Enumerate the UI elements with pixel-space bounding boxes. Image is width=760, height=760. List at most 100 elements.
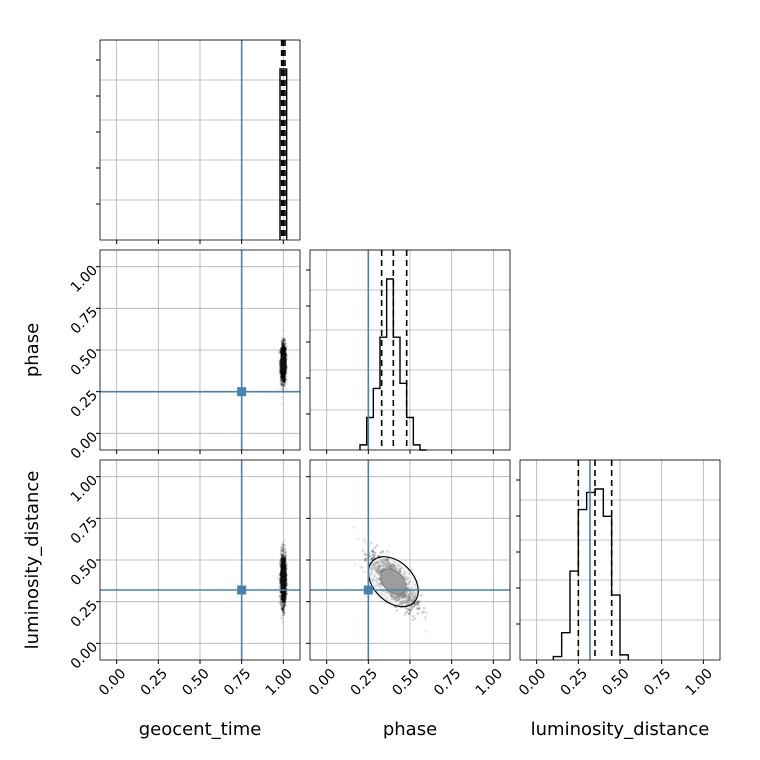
- grid: [326, 250, 494, 450]
- sample-point: [417, 607, 420, 611]
- sample-point: [281, 376, 285, 380]
- sample-point: [409, 609, 413, 612]
- sample-point: [281, 351, 285, 355]
- sample-point: [279, 573, 282, 576]
- sample-point: [281, 329, 284, 332]
- sample-point: [280, 546, 283, 550]
- sample-point: [282, 338, 286, 341]
- sample-point: [282, 375, 286, 378]
- sample-point: [284, 561, 287, 564]
- sample-point: [282, 346, 286, 350]
- sample-point: [280, 353, 284, 357]
- sample-point: [283, 372, 286, 376]
- sample-point: [285, 562, 289, 566]
- sample-point: [281, 566, 284, 569]
- sample-point: [282, 565, 286, 568]
- sample-point: [280, 590, 283, 593]
- sample-point: [416, 612, 420, 615]
- sample-point: [282, 371, 285, 375]
- sample-point: [284, 353, 287, 356]
- sample-point: [281, 562, 284, 566]
- sample-point: [283, 599, 286, 602]
- sample-point: [282, 350, 285, 354]
- sample-point: [280, 346, 283, 350]
- sample-point: [279, 601, 282, 605]
- sample-point: [282, 345, 285, 349]
- sample-point: [281, 599, 285, 602]
- sample-point: [282, 376, 285, 380]
- sample-point: [282, 565, 286, 568]
- x-tick-label: 0.25: [138, 666, 171, 699]
- sample-point: [371, 553, 375, 557]
- sample-point: [280, 604, 283, 607]
- sample-point: [281, 351, 285, 354]
- sample-point: [281, 374, 285, 377]
- sample-point: [283, 565, 287, 568]
- sample-point: [283, 339, 286, 342]
- sample-point: [285, 364, 289, 368]
- sample-point: [281, 372, 284, 376]
- sample-point: [284, 597, 288, 600]
- sample-point: [284, 351, 287, 355]
- sample-point: [282, 604, 286, 607]
- sample-point: [280, 551, 283, 554]
- sample-point: [280, 340, 283, 343]
- sample-point: [281, 345, 285, 349]
- sample-point: [282, 562, 286, 565]
- sample-point: [282, 591, 285, 594]
- sample-point: [415, 603, 418, 606]
- sample-point: [280, 350, 283, 354]
- sample-point: [283, 601, 286, 604]
- sample-point: [283, 353, 286, 356]
- hist-panel-geocent_time: [96, 39, 301, 241]
- sample-point: [279, 595, 282, 598]
- sample-point: [283, 378, 286, 382]
- sample-point: [282, 593, 285, 597]
- sample-point: [282, 373, 285, 376]
- sample-point: [281, 350, 284, 353]
- sample-point: [381, 550, 385, 553]
- sample-point: [286, 354, 289, 357]
- sample-point: [284, 353, 288, 357]
- sample-point: [279, 350, 283, 353]
- sample-point: [283, 379, 287, 383]
- sample-point: [280, 560, 283, 564]
- sample-point: [282, 610, 285, 613]
- sample-point: [284, 551, 287, 555]
- sample-point: [281, 593, 284, 597]
- sample-point: [280, 396, 284, 399]
- sample-point: [281, 371, 284, 374]
- sample-point: [281, 373, 285, 377]
- density-core: [280, 354, 287, 373]
- sample-point: [280, 378, 283, 381]
- sample-point: [425, 611, 428, 614]
- sample-point: [282, 547, 286, 551]
- sample-point: [282, 593, 286, 597]
- sample-point: [279, 387, 282, 390]
- sample-point: [282, 565, 285, 568]
- sample-point: [283, 380, 286, 383]
- sample-point: [282, 373, 285, 376]
- sample-point: [282, 378, 285, 382]
- sample-point: [283, 591, 286, 595]
- x-tick-label: 0.50: [179, 666, 212, 699]
- sample-point: [280, 350, 283, 354]
- sample-point: [280, 347, 284, 350]
- sample-point: [283, 599, 287, 602]
- sample-point: [282, 351, 285, 355]
- sample-point: [280, 548, 283, 552]
- sample-point: [280, 370, 283, 373]
- sample-point: [283, 565, 286, 568]
- sample-point: [282, 610, 285, 614]
- sample-point: [281, 606, 284, 610]
- sample-point: [281, 553, 284, 556]
- sample-point: [280, 567, 284, 570]
- sample-point: [280, 558, 284, 561]
- sample-point: [282, 380, 286, 384]
- sample-point: [282, 374, 285, 377]
- sample-point: [281, 347, 285, 351]
- y-tick-label: 0.25: [68, 387, 101, 420]
- sample-point: [281, 351, 284, 355]
- sample-point: [279, 350, 283, 354]
- sample-point: [284, 372, 287, 375]
